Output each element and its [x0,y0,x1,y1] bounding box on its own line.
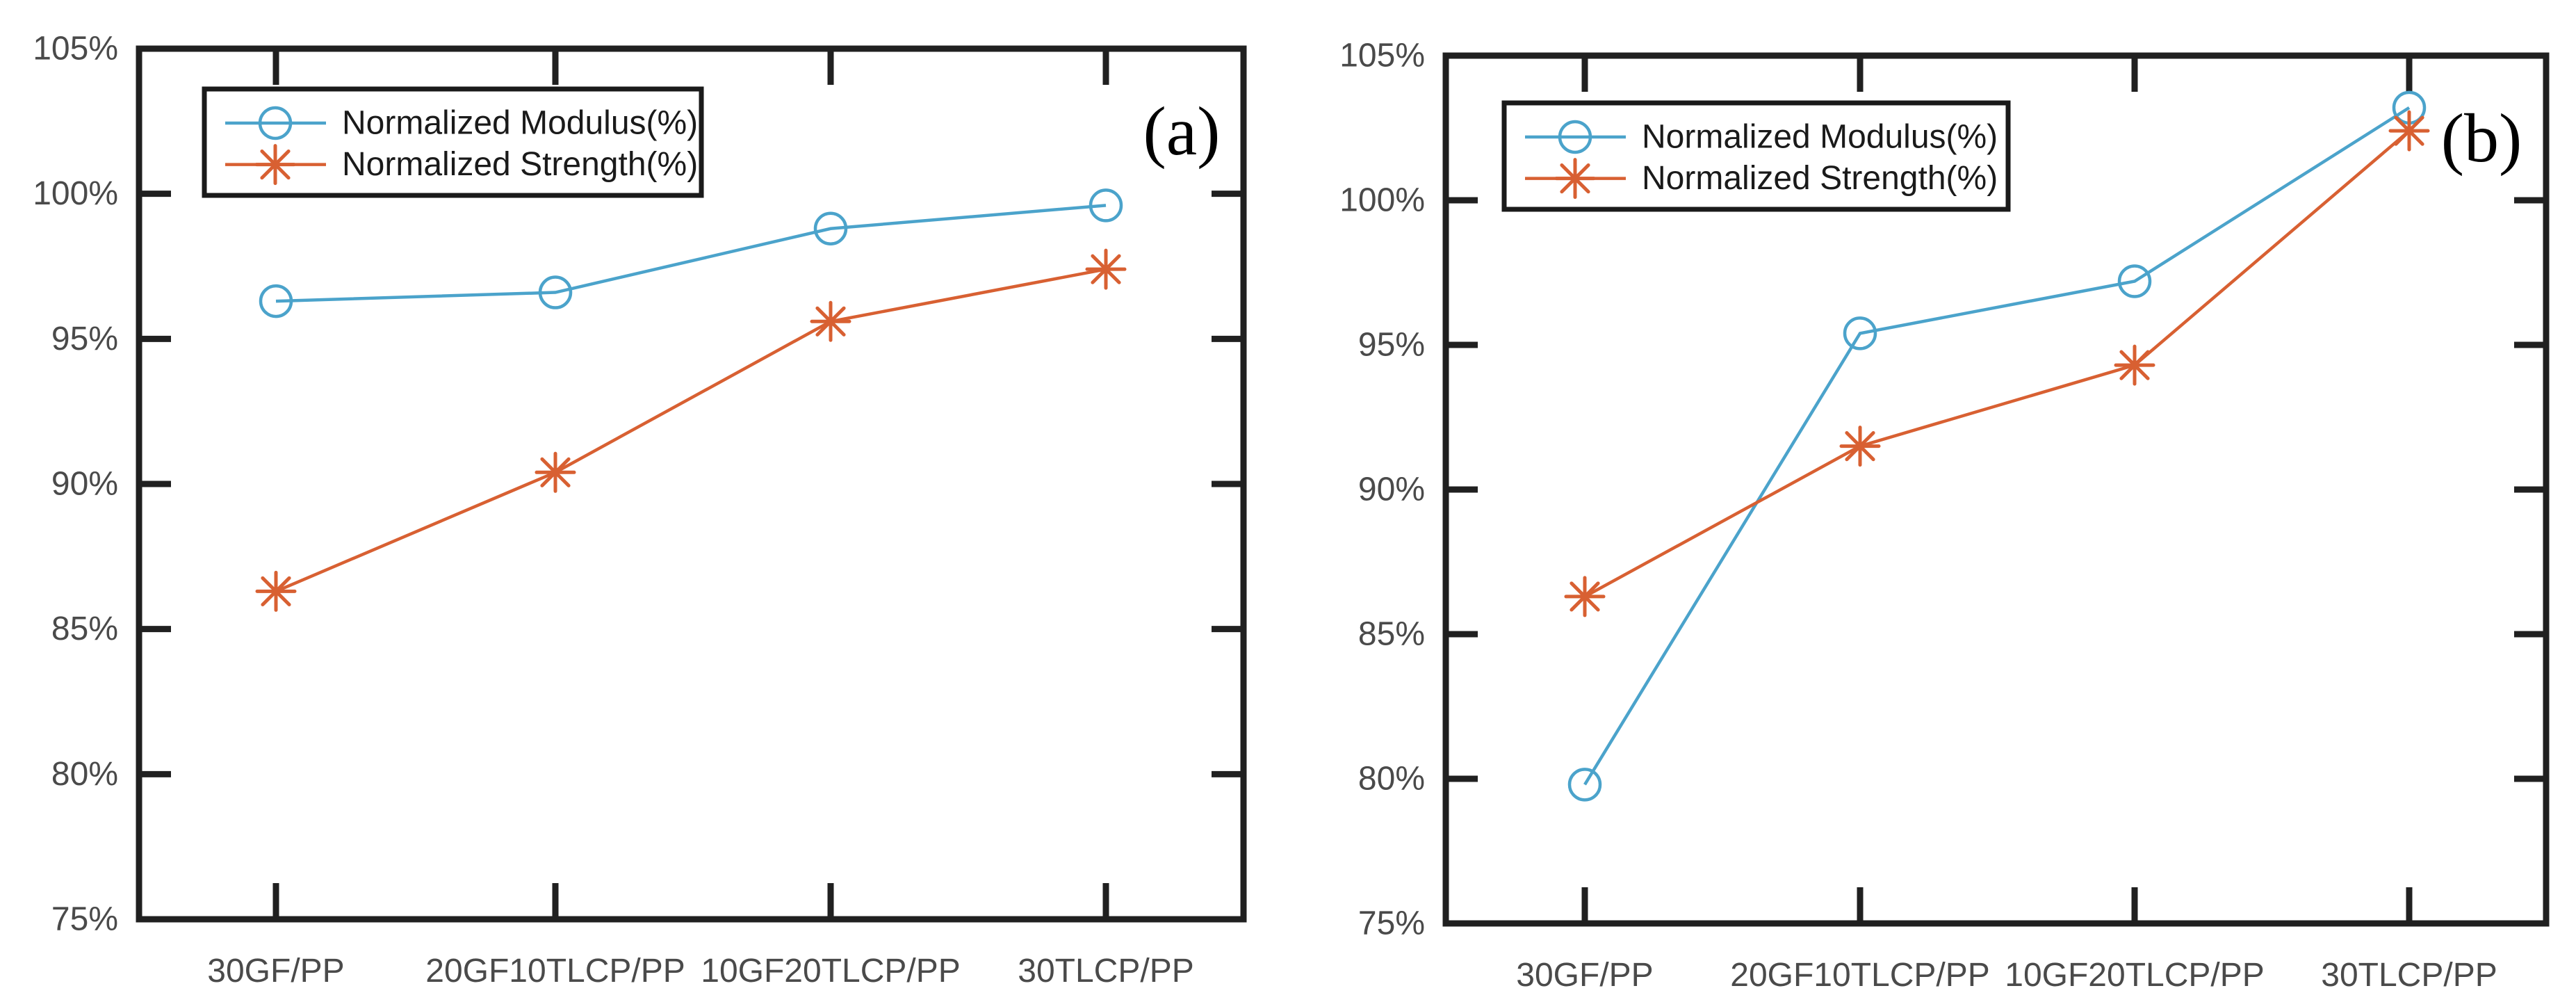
y-tick-label: 100% [1339,182,1425,219]
y-tick-label: 100% [33,175,118,212]
series-line-normalized-modulus [1583,106,2411,786]
y-tick-label: 90% [1358,471,1425,508]
legend: Normalized Modulus(%) Normalized Strength… [202,86,704,198]
panel-label: (b) [2441,99,2522,177]
x-tick-label: 30GF/PP [207,953,344,989]
chart-svg-a: 75% 80% 85% 90% 95% 100% 105% 30GF/PP 20GF10TLCP… [33,31,1247,989]
y-tick-label: 75% [1358,905,1425,942]
data-point-normalized-strength [1570,581,1600,612]
x-tick-label: 10GF20TLCP/PP [2005,957,2265,994]
data-point-normalized-strength [2394,115,2424,146]
y-tick-label: 105% [1339,38,1425,74]
panel-label: (a) [1143,92,1221,170]
y-tick-label: 90% [51,466,118,503]
series-line-normalized-strength [1583,129,2411,598]
series-line-normalized-modulus [275,204,1107,303]
data-point-normalized-modulus [813,211,848,245]
legend-label: Normalized Strength(%) [1642,160,1998,197]
data-point-normalized-modulus [1843,316,1877,350]
data-point-normalized-modulus [538,275,573,309]
y-tick-label: 95% [1358,327,1425,364]
chart-panel-a: 75% 80% 85% 90% 95% 100% 105% 30GF/PP 20GF10TLCP… [33,31,1247,989]
y-tick-label: 85% [1358,616,1425,653]
data-point-normalized-strength [2119,350,2150,380]
chart-svg-b: 75% 80% 85% 90% 95% 100% 105% 30GF/PP 20GF10TLCP… [1339,38,2550,994]
series-line-normalized-strength [275,267,1107,593]
data-point-normalized-strength [815,306,846,337]
data-point-normalized-strength [540,457,571,487]
y-tick-label: 95% [51,321,118,357]
legend-marker-asterisk [1560,163,1590,194]
y-tick-label: 85% [51,611,118,647]
legend-marker-circle [1558,120,1592,154]
data-point-normalized-strength [1091,254,1121,284]
data-point-normalized-modulus [259,284,293,318]
x-tick-label: 20GF10TLCP/PP [425,953,685,989]
x-tick-label: 20GF10TLCP/PP [1730,957,1990,994]
legend-marker-asterisk [260,150,291,180]
y-tick-label: 75% [51,901,118,938]
data-point-normalized-modulus [1089,188,1123,223]
data-point-normalized-strength [261,576,291,607]
data-point-normalized-modulus [1567,768,1602,802]
data-point-normalized-strength [1845,431,1875,462]
data-point-normalized-modulus [2117,264,2152,298]
x-tick-label: 30TLCP/PP [1018,953,1193,989]
x-tick-label: 30GF/PP [1516,957,1653,994]
legend-marker-circle [258,106,293,140]
x-tick-label: 10GF20TLCP/PP [701,953,961,989]
legend-label: Normalized Strength(%) [342,146,698,183]
legend: Normalized Modulus(%) Normalized Strength… [1501,100,2011,212]
x-tick-label: 30TLCP/PP [2321,957,2497,994]
y-tick-label: 105% [33,31,118,67]
y-tick-label: 80% [1358,761,1425,798]
legend-label: Normalized Modulus(%) [1642,118,1998,155]
chart-panel-b: 75% 80% 85% 90% 95% 100% 105% 30GF/PP 20GF10TLCP… [1288,0,2576,1002]
y-tick-label: 80% [51,756,118,793]
legend-label: Normalized Modulus(%) [342,104,698,141]
